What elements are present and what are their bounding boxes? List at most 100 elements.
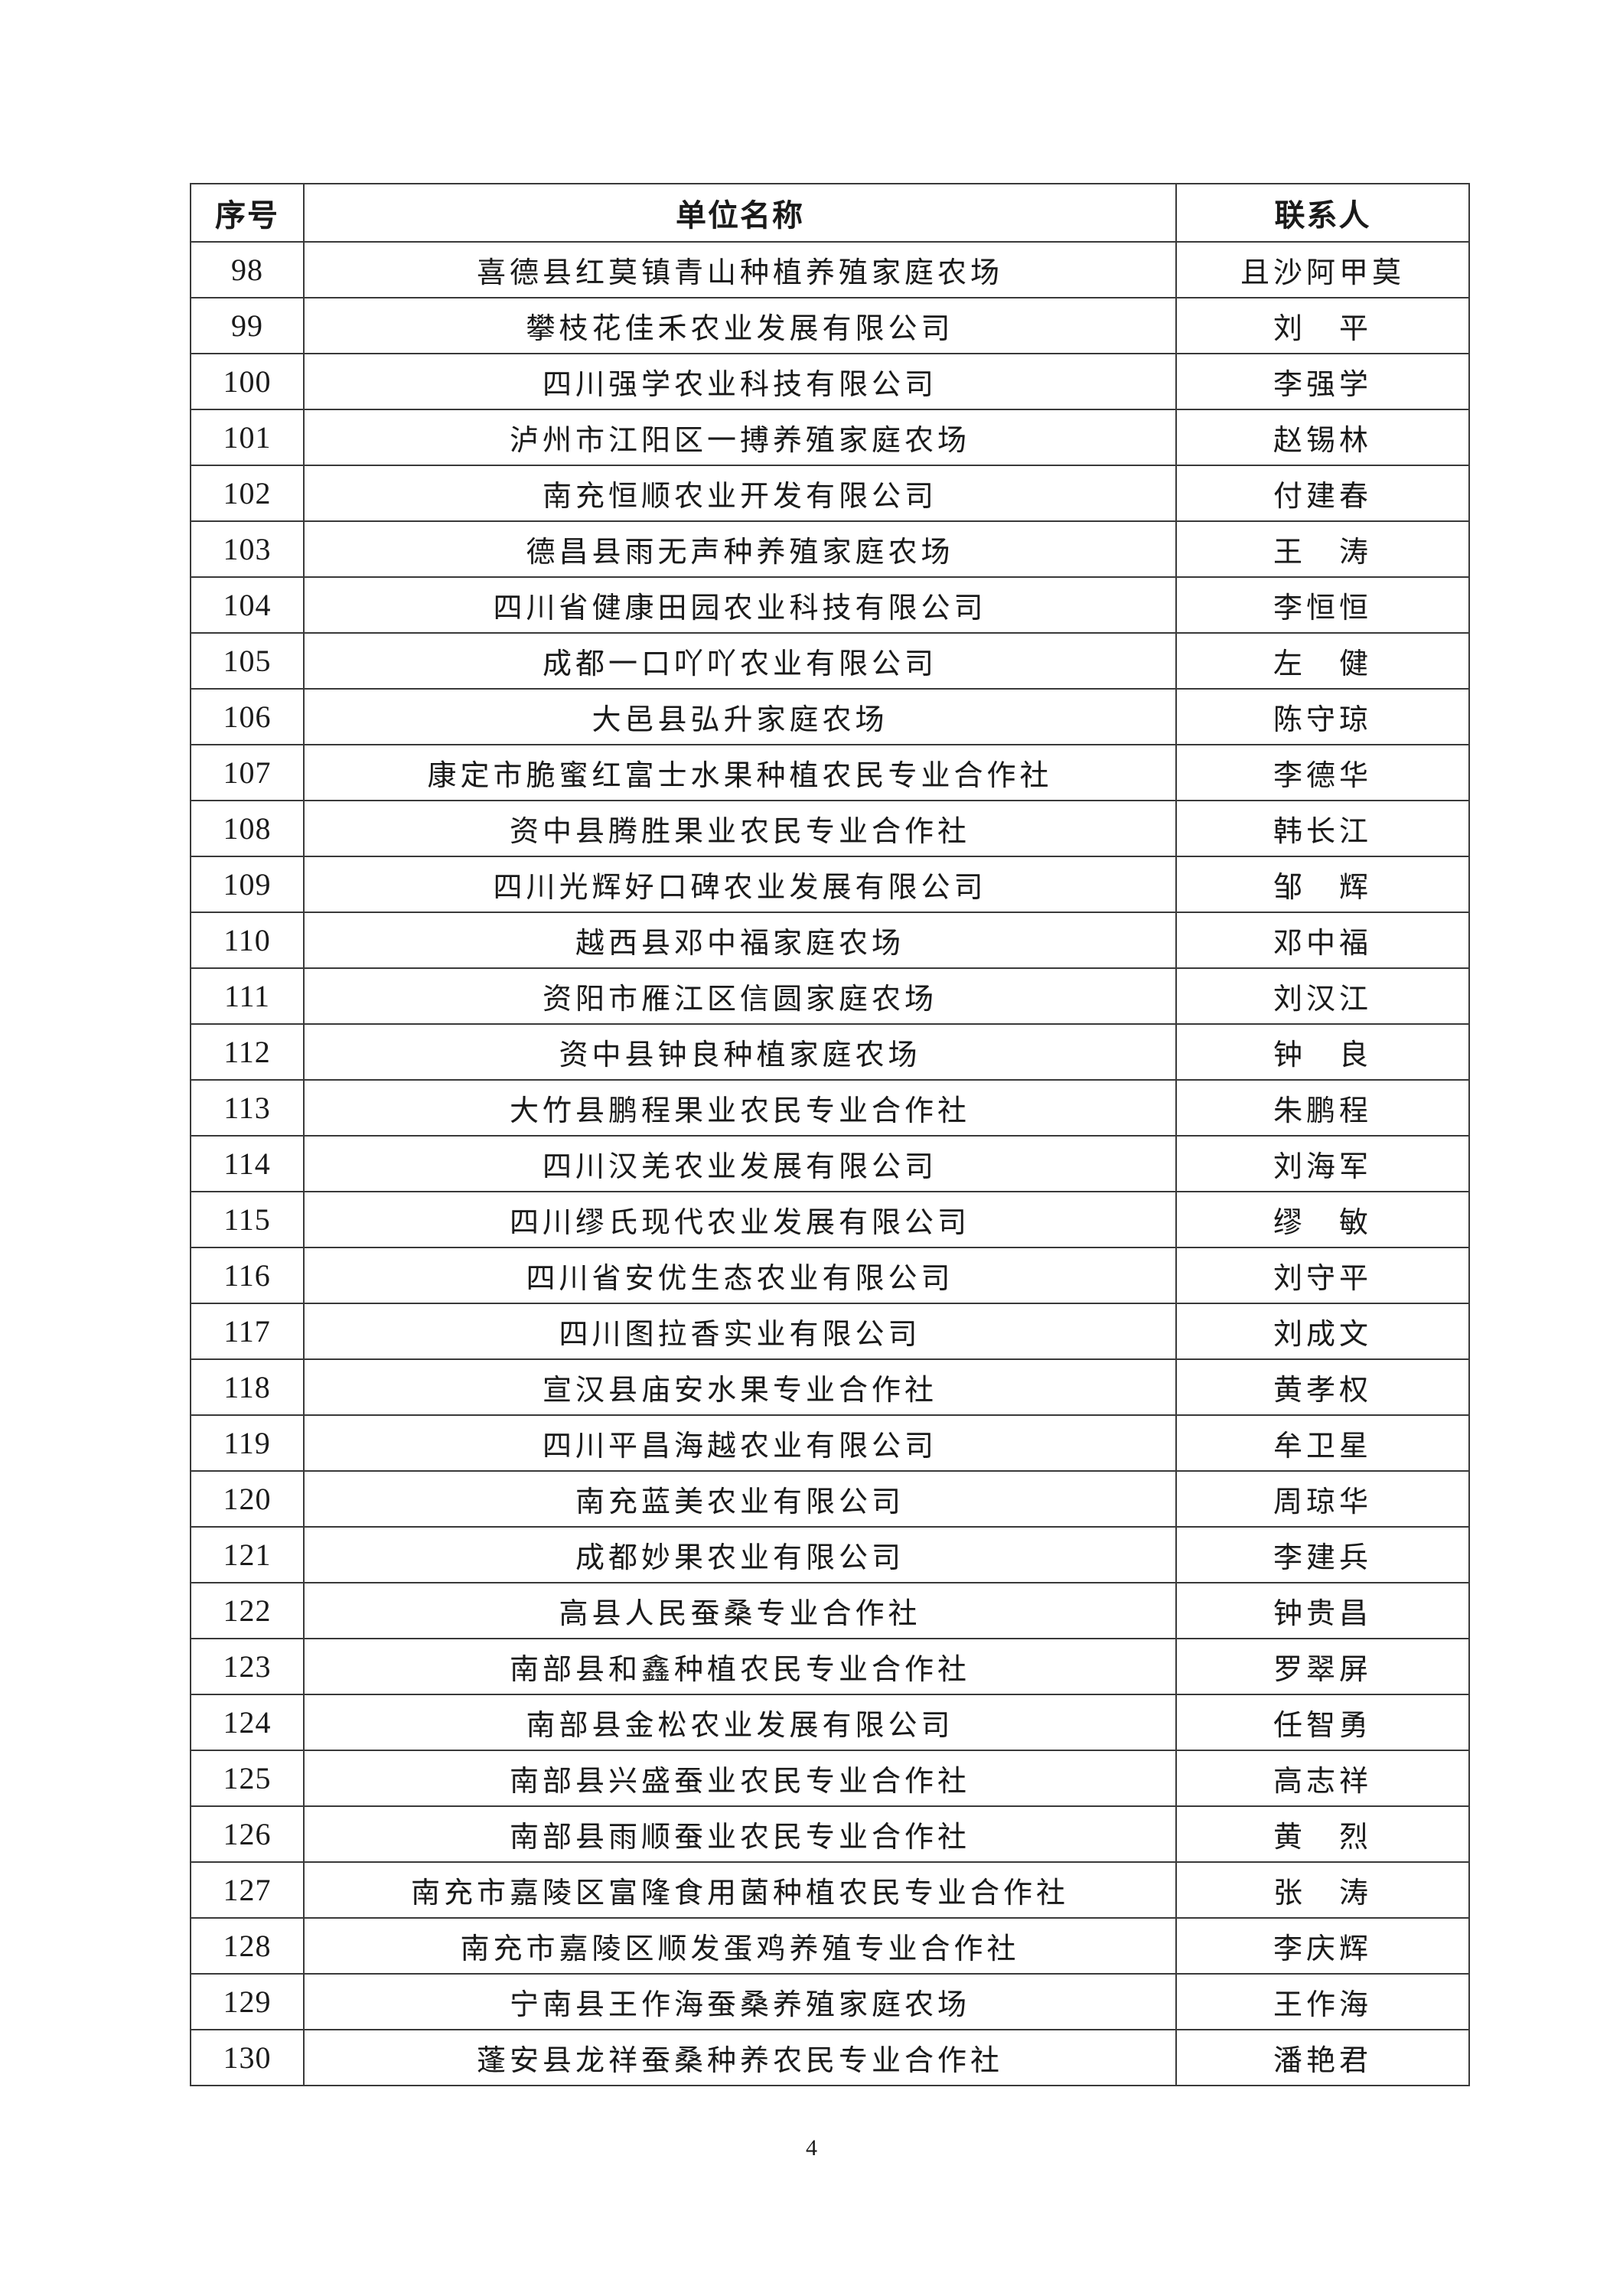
contact-cell: 刘汉江 (1175, 967, 1470, 1025)
table-row: 114 四川汉羌农业发展有限公司 刘海军 (190, 1135, 1470, 1192)
table-row: 98 喜德县红莫镇青山种植养殖家庭农场 且沙阿甲莫 (190, 241, 1470, 298)
table-row: 109 四川光辉好口碑农业发展有限公司邹 辉 (190, 856, 1470, 913)
unit-name-cell: 南充市嘉陵区富隆食用菌种植农民专业合作社 (303, 1861, 1177, 1919)
table-row: 125 南部县兴盛蚕业农民专业合作社 高志祥 (190, 1750, 1470, 1807)
table-row: 113 大竹县鹏程果业农民专业合作社 朱鹏程 (190, 1079, 1470, 1137)
serial-cell: 100 (190, 353, 305, 410)
serial-cell: 104 (190, 576, 305, 634)
unit-name-cell: 四川省健康田园农业科技有限公司 (303, 576, 1177, 634)
serial-cell: 128 (190, 1917, 305, 1975)
table-row: 104 四川省健康田园农业科技有限公司 李恒恒 (190, 576, 1470, 634)
serial-cell: 105 (190, 632, 305, 690)
serial-cell: 112 (190, 1023, 305, 1081)
table-row: 124 南部县金松农业发展有限公司 任智勇 (190, 1694, 1470, 1751)
unit-name-cell: 康定市脆蜜红富士水果种植农民专业合作社 (303, 744, 1177, 801)
table-row: 105 成都一口吖吖农业有限公司左 健 (190, 632, 1470, 690)
serial-cell: 123 (190, 1638, 305, 1695)
contact-cell: 牟卫星 (1175, 1414, 1470, 1472)
table-row: 129 宁南县王作海蚕桑养殖家庭农场 王作海 (190, 1973, 1470, 2030)
serial-cell: 126 (190, 1805, 305, 1863)
header-serial: 序号 (190, 183, 305, 243)
serial-cell: 111 (190, 967, 305, 1025)
contact-cell: 钟贵昌 (1175, 1582, 1470, 1639)
serial-cell: 125 (190, 1750, 305, 1807)
serial-cell: 119 (190, 1414, 305, 1472)
contact-cell: 高志祥 (1175, 1750, 1470, 1807)
contact-cell: 张 涛 (1175, 1861, 1470, 1919)
contact-cell: 任智勇 (1175, 1694, 1470, 1751)
unit-name-cell: 四川缪氏现代农业发展有限公司 (303, 1191, 1177, 1248)
table-row: 103 德昌县雨无声种养殖家庭农场王 涛 (190, 520, 1470, 578)
table-row: 116 四川省安优生态农业有限公司 刘守平 (190, 1247, 1470, 1304)
serial-cell: 106 (190, 688, 305, 745)
contact-cell: 赵锡林 (1175, 409, 1470, 466)
table-row: 101 泸州市江阳区一搏养殖家庭农场 赵锡林 (190, 409, 1470, 466)
contact-cell: 刘成文 (1175, 1303, 1470, 1360)
unit-name-cell: 泸州市江阳区一搏养殖家庭农场 (303, 409, 1177, 466)
table-row: 128 南充市嘉陵区顺发蛋鸡养殖专业合作社 李庆辉 (190, 1917, 1470, 1975)
unit-name-cell: 宁南县王作海蚕桑养殖家庭农场 (303, 1973, 1177, 2030)
table-row: 119 四川平昌海越农业有限公司 牟卫星 (190, 1414, 1470, 1472)
unit-name-cell: 大邑县弘升家庭农场 (303, 688, 1177, 745)
serial-cell: 129 (190, 1973, 305, 2030)
unit-name-cell: 德昌县雨无声种养殖家庭农场 (303, 520, 1177, 578)
table-row: 122 高县人民蚕桑专业合作社 钟贵昌 (190, 1582, 1470, 1639)
unit-name-cell: 蓬安县龙祥蚕桑种养农民专业合作社 (303, 2029, 1177, 2086)
contact-cell: 缪 敏 (1175, 1191, 1470, 1248)
unit-name-cell: 南部县兴盛蚕业农民专业合作社 (303, 1750, 1177, 1807)
contact-cell: 王 涛 (1175, 520, 1470, 578)
table-row: 107 康定市脆蜜红富士水果种植农民专业合作社 李德华 (190, 744, 1470, 801)
unit-contact-table: 序号 单位名称 联系人 98 喜德县红莫镇青山种植养殖家庭农场 且沙阿甲莫 99 攀枝花… (190, 183, 1470, 2086)
table-row: 127 南充市嘉陵区富隆食用菌种植农民专业合作社张 涛 (190, 1861, 1470, 1919)
unit-name-cell: 成都妙果农业有限公司 (303, 1526, 1177, 1583)
header-contact: 联系人 (1175, 183, 1470, 243)
contact-cell: 邹 辉 (1175, 856, 1470, 913)
contact-cell: 刘守平 (1175, 1247, 1470, 1304)
unit-name-cell: 四川平昌海越农业有限公司 (303, 1414, 1177, 1472)
unit-name-cell: 南部县雨顺蚕业农民专业合作社 (303, 1805, 1177, 1863)
contact-cell: 韩长江 (1175, 800, 1470, 857)
serial-cell: 122 (190, 1582, 305, 1639)
table-row: 120 南充蓝美农业有限公司 周琼华 (190, 1470, 1470, 1528)
table-row: 130 蓬安县龙祥蚕桑种养农民专业合作社 潘艳君 (190, 2029, 1470, 2086)
unit-name-cell: 南充蓝美农业有限公司 (303, 1470, 1177, 1528)
table-row: 110 越西县邓中福家庭农场 邓中福 (190, 912, 1470, 969)
contact-cell: 陈守琼 (1175, 688, 1470, 745)
unit-name-cell: 资中县腾胜果业农民专业合作社 (303, 800, 1177, 857)
unit-name-cell: 宣汉县庙安水果专业合作社 (303, 1358, 1177, 1416)
table-row: 112 资中县钟良种植家庭农场钟 良 (190, 1023, 1470, 1081)
contact-cell: 李建兵 (1175, 1526, 1470, 1583)
unit-name-cell: 南充恒顺农业开发有限公司 (303, 465, 1177, 522)
serial-cell: 108 (190, 800, 305, 857)
serial-cell: 115 (190, 1191, 305, 1248)
serial-cell: 118 (190, 1358, 305, 1416)
unit-name-cell: 南部县和鑫种植农民专业合作社 (303, 1638, 1177, 1695)
unit-name-cell: 四川强学农业科技有限公司 (303, 353, 1177, 410)
contact-cell: 李强学 (1175, 353, 1470, 410)
contact-cell: 刘 平 (1175, 297, 1470, 354)
contact-cell: 付建春 (1175, 465, 1470, 522)
contact-cell: 黄 烈 (1175, 1805, 1470, 1863)
unit-name-cell: 四川图拉香实业有限公司 (303, 1303, 1177, 1360)
table-row: 111 资阳市雁江区信圆家庭农场 刘汉江 (190, 967, 1470, 1025)
unit-name-cell: 南充市嘉陵区顺发蛋鸡养殖专业合作社 (303, 1917, 1177, 1975)
contact-cell: 黄孝权 (1175, 1358, 1470, 1416)
unit-name-cell: 喜德县红莫镇青山种植养殖家庭农场 (303, 241, 1177, 298)
serial-cell: 99 (190, 297, 305, 354)
serial-cell: 110 (190, 912, 305, 969)
table-row: 99 攀枝花佳禾农业发展有限公司刘 平 (190, 297, 1470, 354)
contact-cell: 潘艳君 (1175, 2029, 1470, 2086)
serial-cell: 121 (190, 1526, 305, 1583)
unit-name-cell: 南部县金松农业发展有限公司 (303, 1694, 1177, 1751)
unit-name-cell: 四川光辉好口碑农业发展有限公司 (303, 856, 1177, 913)
serial-cell: 98 (190, 241, 305, 298)
contact-cell: 左 健 (1175, 632, 1470, 690)
table-row: 118 宣汉县庙安水果专业合作社 黄孝权 (190, 1358, 1470, 1416)
unit-name-cell: 资阳市雁江区信圆家庭农场 (303, 967, 1177, 1025)
table-row: 126 南部县雨顺蚕业农民专业合作社黄 烈 (190, 1805, 1470, 1863)
serial-cell: 102 (190, 465, 305, 522)
contact-cell: 李庆辉 (1175, 1917, 1470, 1975)
table-header-row: 序号 单位名称 联系人 (190, 183, 1470, 243)
contact-cell: 朱鹏程 (1175, 1079, 1470, 1137)
contact-cell: 周琼华 (1175, 1470, 1470, 1528)
